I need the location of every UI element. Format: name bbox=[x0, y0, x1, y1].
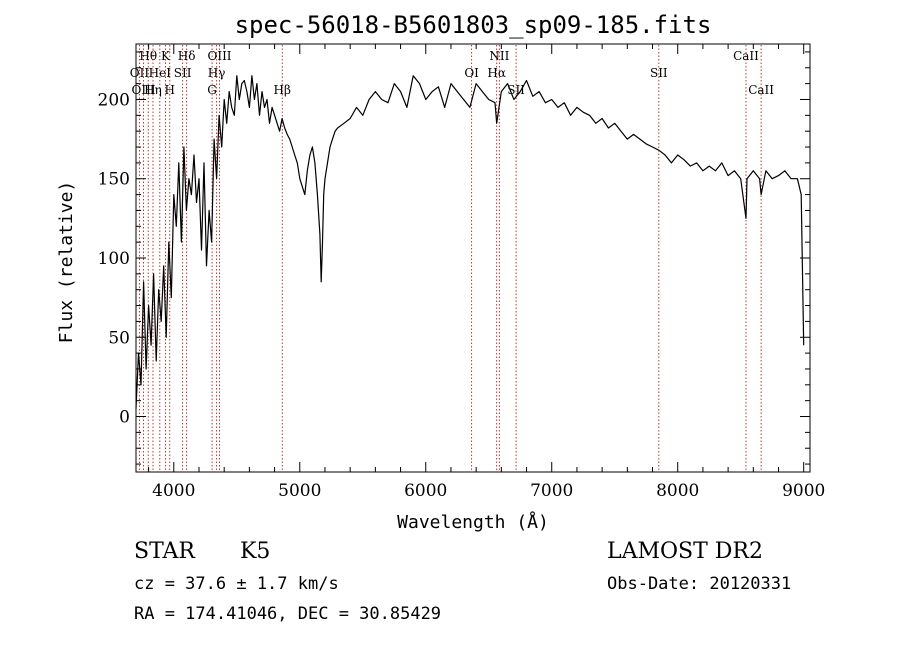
line-label-2: OIII bbox=[132, 83, 156, 97]
x-axis-label: Wavelength (Å) bbox=[397, 511, 549, 533]
object-subclass: K5 bbox=[240, 539, 270, 564]
observation-date: Obs-Date: 20120331 bbox=[607, 574, 791, 594]
survey-name: LAMOST DR2 bbox=[607, 539, 763, 564]
chart-title: spec-56018-B5601803_sp09-185.fits bbox=[235, 11, 712, 39]
line-label-15: Hα bbox=[487, 66, 506, 80]
x-tick-label-2: 6000 bbox=[404, 481, 447, 501]
x-tick-label-5: 9000 bbox=[782, 481, 825, 501]
line-label-3: HeI bbox=[149, 66, 172, 80]
y-tick-label-0: 0 bbox=[119, 408, 130, 428]
line-label-14: NII bbox=[489, 49, 509, 63]
y-axis-label: Flux (relative) bbox=[56, 181, 77, 344]
line-label-12: Hβ bbox=[274, 83, 291, 97]
x-tick-label-4: 8000 bbox=[656, 481, 699, 501]
y-tick-label-1: 50 bbox=[108, 328, 130, 348]
line-label-10: Hγ bbox=[208, 66, 226, 80]
line-label-0: Hθ bbox=[139, 49, 157, 63]
line-label-19: CaII bbox=[748, 83, 774, 97]
line-label-18: CaII bbox=[733, 49, 759, 63]
y-tick-label-2: 100 bbox=[98, 249, 130, 269]
line-label-8: Hδ bbox=[178, 49, 196, 63]
x-tick-label-1: 5000 bbox=[278, 481, 321, 501]
line-label-17: SII bbox=[650, 66, 668, 80]
spectrum-series-0 bbox=[135, 75, 805, 409]
series-group bbox=[135, 75, 805, 409]
y-axis-ticks: 0 50 100 150 200 bbox=[98, 51, 810, 465]
plot-frame bbox=[135, 43, 811, 473]
line-label-7: H bbox=[165, 83, 175, 97]
y-tick-label-4: 200 bbox=[98, 90, 130, 110]
x-axis-ticks: 4000 5000 6000 7000 8000 9000 bbox=[148, 44, 825, 501]
line-label-6: SII bbox=[174, 66, 192, 80]
line-label-4: Hη bbox=[144, 83, 162, 97]
line-label-1: OII bbox=[130, 66, 150, 80]
x-tick-label-3: 7000 bbox=[530, 481, 573, 501]
ra-dec-coordinates: RA = 174.41046, DEC = 30.85429 bbox=[134, 604, 441, 624]
redshift-cz: cz = 37.6 ± 1.7 km/s bbox=[134, 574, 339, 594]
line-label-13: OI bbox=[464, 66, 479, 80]
line-label-11: G bbox=[207, 83, 217, 97]
line-label-9: OIII bbox=[207, 49, 231, 63]
y-tick-label-3: 150 bbox=[98, 170, 130, 190]
line-label-5: K bbox=[161, 49, 171, 63]
object-class: STAR bbox=[134, 539, 196, 564]
x-tick-label-0: 4000 bbox=[152, 481, 195, 501]
